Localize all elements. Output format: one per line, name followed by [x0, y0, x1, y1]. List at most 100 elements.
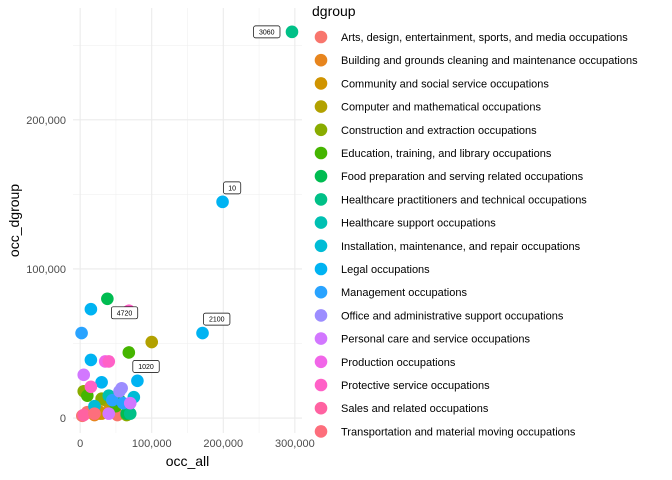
point-annotations: 3060 10 2100 4720 1020 [110, 25, 281, 373]
legend-key [314, 332, 328, 345]
legend-label: Healthcare support occupations [341, 218, 496, 230]
data-point [122, 346, 136, 359]
annotation-label: 3060 [259, 29, 275, 36]
legend-label: Food preparation and serving related occ… [341, 171, 584, 183]
data-point [84, 380, 98, 394]
annotation-label: 1020 [138, 364, 154, 371]
legend-label: Community and social service occupations [341, 78, 549, 90]
legend-item: Transportation and material moving occup… [314, 425, 576, 438]
legend-item: Arts, design, entertainment, sports, and… [314, 30, 628, 44]
legend-label: Education, training, and library occupat… [341, 148, 552, 160]
legend-key [314, 425, 328, 438]
annotation-box [253, 25, 281, 39]
data-point [84, 353, 98, 367]
legend-key [314, 169, 328, 183]
legend-label: Computer and mathematical occupations [341, 102, 541, 114]
legend-item: Management occupations [314, 285, 467, 299]
legend-key [314, 355, 328, 369]
legend-label: Installation, maintenance, and repair oc… [341, 241, 581, 253]
legend-key [314, 193, 328, 206]
legend-key [314, 123, 328, 137]
x-tick-label: 300,000 [275, 438, 315, 450]
legend: dgroup Arts, design, entertainment, spor… [312, 3, 638, 438]
legend-label: Sales and related occupations [341, 403, 489, 415]
legend-label: Management occupations [341, 287, 467, 299]
data-point [77, 408, 91, 422]
annotation-box [110, 306, 139, 320]
legend-item: Sales and related occupations [314, 401, 489, 415]
legend-item: Healthcare support occupations [314, 216, 496, 230]
legend-item: Personal care and service occupations [314, 332, 530, 346]
data-point [101, 292, 114, 306]
legend-item: Building and grounds cleaning and mainte… [314, 53, 638, 67]
legend-key [314, 262, 328, 276]
x-axis-title: occ_all [166, 453, 210, 469]
legend-key [314, 146, 328, 160]
axes: 0 100,000 200,000 300,000 0 100,000 200,000 [26, 115, 314, 450]
legend-key [314, 239, 328, 253]
legend-item: Computer and mathematical occupations [314, 100, 541, 114]
data-point [84, 302, 98, 316]
legend-key [314, 378, 328, 392]
legend-label: Arts, design, entertainment, sports, and… [341, 32, 628, 44]
data-point [115, 381, 128, 395]
legend-item: Protective service occupations [314, 378, 490, 392]
data-point [102, 407, 116, 420]
y-axis-title: occ_dgroup [6, 184, 22, 257]
grid [73, 8, 302, 433]
legend-key [314, 216, 328, 229]
x-tick-label: 0 [77, 438, 83, 450]
y-tick-label: 0 [60, 413, 66, 425]
legend-label: Construction and extraction occupations [341, 125, 537, 137]
legend-item: Community and social service occupations [314, 77, 549, 90]
legend-key [314, 53, 328, 67]
data-point [131, 374, 144, 388]
data-point [123, 407, 137, 420]
annotation-box [132, 360, 160, 373]
legend-label: Protective service occupations [341, 380, 490, 392]
x-tick-label: 200,000 [203, 438, 243, 450]
legend-label: Transportation and material moving occup… [341, 426, 576, 438]
legend-item: Office and administrative support occupa… [314, 309, 564, 322]
y-tick-label: 100,000 [26, 264, 66, 276]
legend-label: Legal occupations [341, 264, 430, 276]
annotation-label: 4720 [117, 310, 133, 317]
annotation-box [203, 312, 231, 326]
data-points [75, 25, 299, 423]
annotation-label: 10 [228, 185, 236, 192]
annotation-label: 2100 [209, 317, 225, 324]
legend-title: dgroup [312, 3, 356, 19]
legend-item: Installation, maintenance, and repair oc… [314, 239, 581, 253]
data-point [123, 396, 137, 410]
data-point [88, 407, 101, 420]
x-tick-label: 100,000 [132, 438, 172, 450]
data-point [196, 326, 209, 340]
data-point [216, 195, 229, 209]
data-point [285, 25, 299, 39]
data-point [75, 326, 88, 340]
data-point [102, 355, 116, 368]
legend-item: Education, training, and library occupat… [314, 146, 552, 160]
data-point [106, 393, 119, 407]
annotation-box [223, 181, 242, 195]
legend-item: Legal occupations [314, 262, 430, 276]
legend-key [314, 285, 328, 299]
legend-item: Production occupations [314, 355, 456, 369]
legend-item: Food preparation and serving related occ… [314, 169, 584, 183]
data-point [95, 375, 108, 389]
legend-label: Personal care and service occupations [341, 334, 530, 346]
legend-key [314, 30, 328, 44]
legend-label: Healthcare practitioners and technical o… [341, 194, 587, 206]
data-point [77, 368, 91, 382]
data-point [145, 335, 159, 349]
legend-key [314, 309, 328, 322]
legend-label: Office and administrative support occupa… [341, 310, 564, 322]
legend-label: Production occupations [341, 357, 456, 369]
y-tick-label: 200,000 [26, 115, 66, 127]
legend-key [314, 77, 328, 90]
legend-label: Building and grounds cleaning and mainte… [341, 55, 638, 67]
legend-key [314, 401, 328, 415]
legend-item: Healthcare practitioners and technical o… [314, 193, 587, 206]
legend-item: Construction and extraction occupations [314, 123, 537, 137]
